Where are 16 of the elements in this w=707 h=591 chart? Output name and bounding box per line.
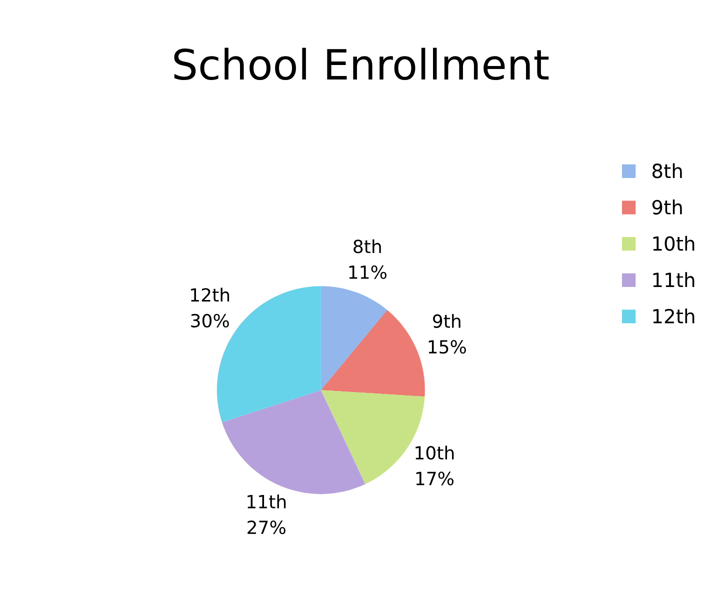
- legend-label: 9th: [652, 200, 682, 215]
- slice-label: 8th: [354, 239, 381, 254]
- data-label: 30%: [191, 314, 229, 328]
- data-label: 15%: [428, 340, 466, 354]
- legend-label: 10th: [653, 236, 694, 251]
- legend-label: 8th: [652, 163, 682, 178]
- data-label: 11%: [349, 265, 386, 280]
- slice-label: 12th: [191, 288, 230, 302]
- slice-label: 10th: [416, 446, 454, 460]
- data-label: 17%: [416, 472, 454, 486]
- data-label: 27%: [248, 520, 286, 534]
- slice-label: 9th: [433, 314, 460, 328]
- legend-label: 11th: [653, 272, 694, 287]
- chart-title: School Enrollment: [174, 48, 549, 80]
- slice-label: 11th: [248, 494, 286, 508]
- legend-label: 12th: [653, 308, 694, 324]
